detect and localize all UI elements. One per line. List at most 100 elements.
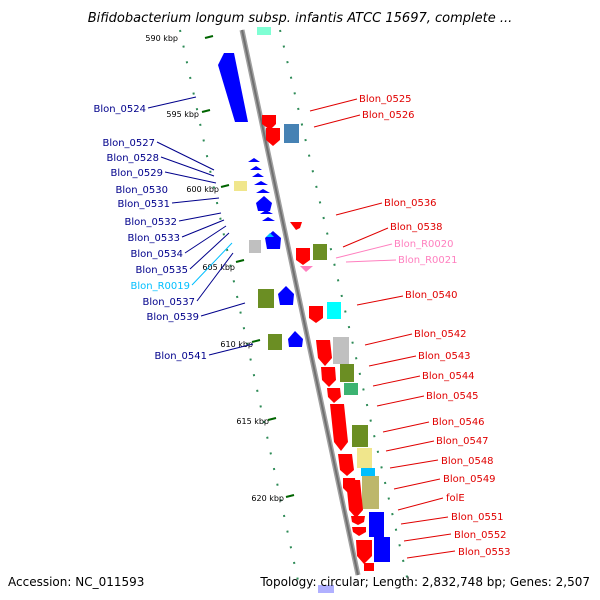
feature-Blon_0526-a[interactable] [266, 128, 280, 146]
feature-Blon_0553[interactable] [356, 540, 372, 564]
gene-label-Blon_0533[interactable]: Blon_0533 [127, 233, 180, 244]
leader-line [397, 497, 444, 511]
scale-label: 600 kbp [186, 185, 219, 194]
gene-label-Blon_0542[interactable]: Blon_0542 [414, 329, 467, 340]
gene-label-Blon_R0019[interactable]: Blon_R0019 [131, 281, 191, 292]
feature-Blon_0529[interactable] [252, 173, 264, 177]
feature-Blon_0540[interactable] [309, 306, 323, 323]
feature-blue-0552[interactable] [369, 512, 384, 537]
feature-Blon_0530[interactable] [254, 181, 268, 185]
leader-line [364, 333, 413, 346]
gene-label-Blon_0546[interactable]: Blon_0546 [432, 417, 485, 428]
gene-label-Blon_0529[interactable]: Blon_0529 [110, 168, 163, 179]
gene-label-Blon_0552[interactable]: Blon_0552 [454, 530, 507, 541]
feature-Blon_0528[interactable] [250, 166, 262, 170]
gene-label-Blon_0547[interactable]: Blon_0547 [436, 436, 489, 447]
feature-Blon_0536[interactable] [290, 222, 302, 230]
gene-label-Blon_0536[interactable]: Blon_0536 [384, 198, 437, 209]
feature-Blon_0539[interactable] [278, 286, 294, 305]
feature-khaki-0548[interactable] [357, 448, 372, 468]
feature-gray-0535[interactable] [249, 240, 261, 253]
gene-label-Blon_0537[interactable]: Blon_0537 [142, 297, 195, 308]
feature-olive-0544[interactable] [340, 364, 354, 382]
feature-cyan-0549[interactable] [361, 468, 375, 476]
scale-label: 595 kbp [166, 110, 199, 119]
gene-label-Blon_R0021[interactable]: Blon_R0021 [398, 255, 458, 266]
genome-summary-text: Topology: circular; Length: 2,832,748 bp… [259, 575, 590, 589]
gene-label-Blon_R0020[interactable]: Blon_R0020 [394, 239, 454, 250]
gene-label-Blon_0526[interactable]: Blon_0526 [362, 110, 415, 121]
feature-Blon_0546[interactable] [330, 404, 348, 451]
feature-olive-0538[interactable] [313, 244, 327, 260]
feature-olive-0547[interactable] [352, 425, 368, 447]
gene-label-Blon_0553[interactable]: Blon_0553 [458, 547, 511, 558]
leader-line [385, 440, 435, 452]
feature-green-0545[interactable] [344, 383, 358, 395]
leader-line [164, 171, 217, 184]
feature-Blon_0551[interactable] [351, 516, 365, 525]
feature-Blon_R0019[interactable] [266, 233, 274, 237]
leader-line [189, 232, 230, 270]
feature-Blon_0525[interactable] [262, 115, 276, 130]
feature-Blon_0524[interactable] [218, 53, 248, 122]
gene-label-Blon_0545[interactable]: Blon_0545 [426, 391, 479, 402]
gene-label-Blon_0540[interactable]: Blon_0540 [405, 290, 458, 301]
gene-label-Blon_0534[interactable]: Blon_0534 [130, 249, 183, 260]
gene-label-Blon_0527[interactable]: Blon_0527 [102, 138, 155, 149]
feature-Blon_0538[interactable] [296, 248, 310, 265]
feature-Blon_0544[interactable] [327, 388, 341, 403]
gene-label-Blon_0524[interactable]: Blon_0524 [93, 104, 146, 115]
feature-olive-folE[interactable] [362, 476, 379, 509]
gene-label-Blon_0548[interactable]: Blon_0548 [441, 456, 494, 467]
gene-label-folE[interactable]: folE [446, 493, 465, 504]
leader-line [196, 252, 234, 302]
gene-label-Blon_0538[interactable]: Blon_0538 [390, 222, 443, 233]
feature-bottom-blue[interactable] [318, 585, 334, 593]
gene-label-Blon_0531[interactable]: Blon_0531 [117, 199, 170, 210]
feature-olive-0537[interactable] [258, 289, 274, 308]
gene-label-Blon_0549[interactable]: Blon_0549 [443, 474, 496, 485]
feature-Blon_0532[interactable] [256, 196, 272, 211]
scale-tick [267, 417, 277, 421]
gene-label-Blon_0543[interactable]: Blon_0543 [418, 351, 471, 362]
feature-Blon_0531[interactable] [256, 189, 270, 193]
feature-blue-0553[interactable] [374, 537, 390, 562]
gene-label-Blon_0528[interactable]: Blon_0528 [106, 153, 159, 164]
gene-label-Blon_0541[interactable]: Blon_0541 [154, 351, 207, 362]
leader-line [389, 459, 439, 469]
gene-label-Blon_0539[interactable]: Blon_0539 [146, 312, 199, 323]
leader-line [147, 96, 197, 109]
scale-label: 590 kbp [145, 34, 178, 43]
feature-Blon_0542[interactable] [316, 340, 332, 366]
leader-line [335, 202, 383, 216]
feature-Blon_0548[interactable] [338, 454, 354, 476]
gene-label-Blon_0551[interactable]: Blon_0551 [451, 512, 504, 523]
feature-folE[interactable] [346, 480, 363, 518]
leader-line [376, 395, 425, 407]
scale-ruler: 590 kbp 595 kbp 600 kbp 605 kbp 610 kbp … [145, 34, 295, 503]
feature-Blon_0526[interactable] [284, 124, 299, 143]
feature-Blon_0527[interactable] [248, 158, 260, 162]
gene-label-Blon_0532[interactable]: Blon_0532 [124, 217, 177, 228]
feature-Blon_0543[interactable] [321, 367, 336, 387]
gene-label-Blon_0544[interactable]: Blon_0544 [422, 371, 475, 382]
feature-Blon_R0020[interactable] [300, 266, 313, 272]
leader-line [335, 243, 393, 259]
feature-Blon_0534[interactable] [262, 217, 275, 221]
leader-line [356, 295, 404, 306]
feature-Blon_0533[interactable] [260, 210, 273, 214]
feature-cyan-0540[interactable] [327, 302, 341, 319]
feature-olive-0541[interactable] [268, 334, 282, 350]
leader-line [342, 227, 389, 248]
feature-Blon_0541[interactable] [288, 331, 303, 347]
feature-bottom-red[interactable] [364, 563, 374, 571]
gene-label-Blon_0530[interactable]: Blon_0530 [115, 185, 168, 196]
feature-top-aqua[interactable] [257, 27, 271, 35]
feature-khaki-0530[interactable] [234, 181, 247, 191]
gene-label-Blon_0525[interactable]: Blon_0525 [359, 94, 412, 105]
feature-Blon_0535[interactable] [265, 231, 281, 249]
gene-label-Blon_0535[interactable]: Blon_0535 [135, 265, 188, 276]
feature-gray-0543[interactable] [333, 337, 349, 364]
feature-Blon_0552[interactable] [352, 527, 366, 536]
